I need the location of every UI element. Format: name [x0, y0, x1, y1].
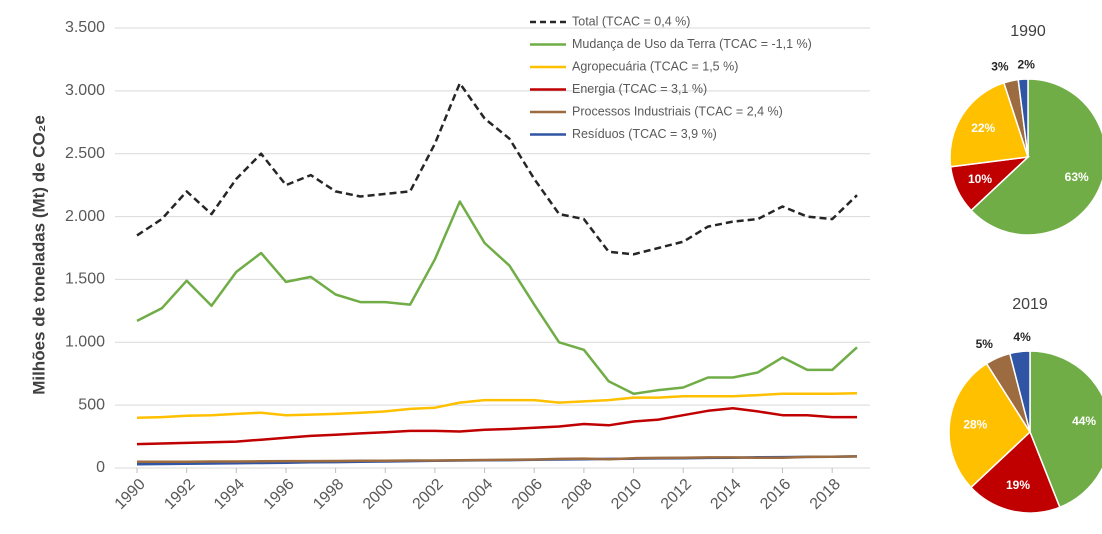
- pie-label: 3%: [991, 59, 1009, 73]
- x-tick-label: 2010: [608, 476, 645, 513]
- legend-label: Total (TCAC = 0,4 %): [572, 14, 690, 28]
- x-tick-label: 1996: [261, 476, 298, 513]
- pie-slice: [969, 430, 1061, 514]
- y-tick-label: 1.000: [65, 334, 105, 351]
- series-line: [136, 200, 858, 396]
- legend-label: Processos Industriais (TCAC = 2,4 %): [572, 104, 783, 118]
- pie-slice: [970, 78, 1102, 236]
- pie-label: 19%: [1006, 478, 1030, 492]
- y-tick-label: 3.000: [65, 82, 105, 99]
- x-tick-label: 2006: [509, 476, 546, 513]
- pie-title: 1990: [1010, 23, 1046, 40]
- pie-slice: [1008, 350, 1031, 433]
- x-tick-label: 1990: [112, 476, 149, 513]
- pie-label: 4%: [1013, 330, 1031, 344]
- x-tick-label: 1998: [310, 476, 347, 513]
- y-tick-label: 500: [78, 396, 105, 413]
- pie-label: 44%: [1072, 414, 1096, 428]
- pie-label: 22%: [971, 121, 995, 135]
- x-tick-label: 2004: [459, 476, 496, 513]
- pie-label: 2%: [1018, 57, 1036, 71]
- y-tick-label: 1.500: [65, 271, 105, 288]
- series-line: [136, 82, 858, 256]
- y-tick-label: 0: [96, 459, 105, 476]
- legend-label: Mudança de Uso da Terra (TCAC = -1,1 %): [572, 37, 812, 51]
- y-tick-label: 2.000: [65, 208, 105, 225]
- y-tick-label: 3.500: [65, 19, 105, 36]
- x-tick-label: 2000: [360, 476, 397, 513]
- pie-slice: [949, 81, 1029, 168]
- legend-label: Resíduos (TCAC = 3,9 %): [572, 127, 717, 141]
- pie-label: 10%: [968, 172, 992, 186]
- series-line: [136, 407, 857, 446]
- pie-title: 2019: [1012, 296, 1048, 313]
- x-tick-label: 1994: [211, 476, 248, 513]
- x-tick-label: 1992: [161, 476, 198, 513]
- series-line: [136, 391, 858, 419]
- pie-slice: [1029, 350, 1102, 509]
- x-tick-label: 2012: [658, 476, 695, 513]
- y-axis-label: Milhões de toneladas (Mt) de CO₂e: [29, 115, 48, 395]
- legend-label: Agropecuária (TCAC = 1,5 %): [572, 59, 738, 73]
- pie-slice: [1017, 78, 1029, 158]
- x-tick-label: 2016: [757, 476, 794, 513]
- x-tick-label: 2018: [807, 476, 844, 513]
- pie-slice: [948, 362, 1031, 489]
- y-tick-label: 2.500: [65, 145, 105, 162]
- x-tick-label: 2008: [559, 476, 596, 513]
- x-tick-label: 2002: [410, 476, 447, 513]
- pie-label: 63%: [1065, 170, 1089, 184]
- legend-label: Energia (TCAC = 3,1 %): [572, 82, 707, 96]
- pie-label: 5%: [976, 337, 994, 351]
- x-tick-label: 2014: [707, 476, 744, 513]
- pie-label: 28%: [963, 417, 987, 431]
- series-line: [137, 455, 858, 463]
